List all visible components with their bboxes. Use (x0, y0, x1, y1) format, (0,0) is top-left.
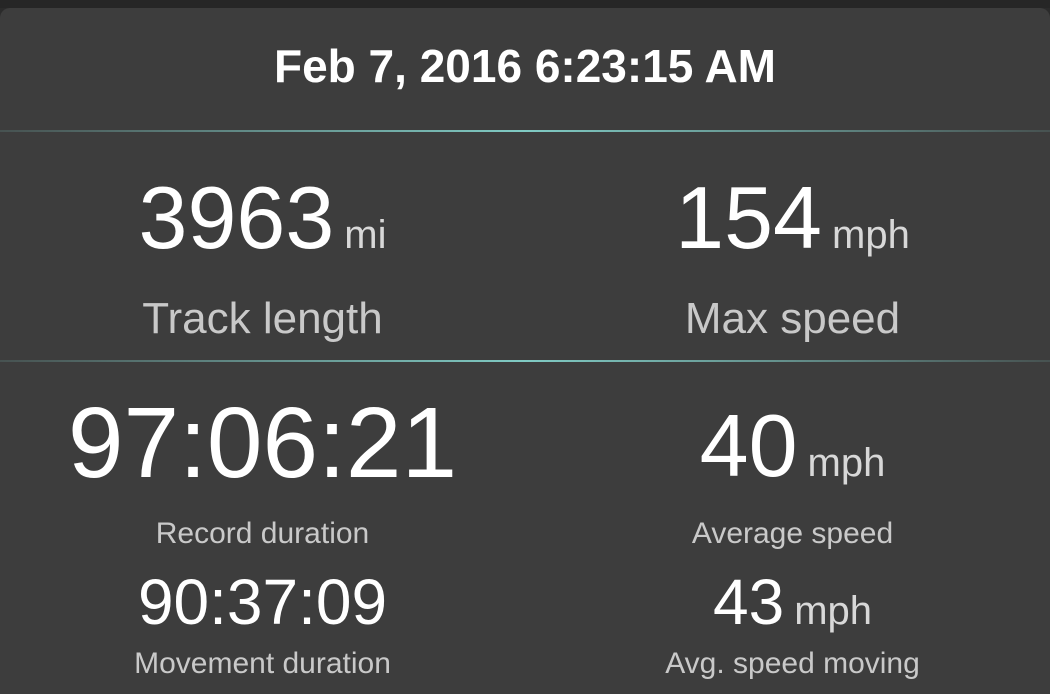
track-date-title: Feb 7, 2016 6:23:15 AM (274, 40, 776, 92)
average-speed-label: Average speed (691, 517, 894, 550)
avg-speed-moving-unit: mph (794, 589, 872, 633)
avg-speed-moving-label: Avg. speed moving (665, 647, 920, 680)
track-length-label: Track length (142, 294, 383, 343)
record-duration-stat: 97:06:21 (0, 388, 525, 498)
movement-duration-value: 90:37:09 (137, 566, 388, 638)
track-length-value: 3963 (138, 168, 335, 267)
movement-duration-stat: 90:37:09 (0, 566, 525, 638)
record-duration-label: Record duration (155, 517, 370, 550)
divider-stats (0, 360, 1050, 362)
track-length-unit: mi (344, 213, 387, 257)
average-speed-stat: 40 mph (530, 396, 1050, 513)
track-length-stat: 3963 mi (0, 168, 525, 285)
average-speed-value: 40 (699, 396, 798, 495)
divider-header (0, 130, 1050, 132)
movement-duration-label: Movement duration (134, 647, 391, 680)
max-speed-unit: mph (832, 213, 910, 257)
max-speed-value: 154 (675, 168, 822, 267)
max-speed-stat: 154 mph (530, 168, 1050, 285)
window-top-edge (0, 0, 1050, 8)
avg-speed-moving-value: 43 (713, 566, 785, 638)
average-speed-unit: mph (807, 441, 886, 485)
record-duration-value: 97:06:21 (67, 387, 458, 499)
avg-speed-moving-stat: 43 mph (530, 566, 1050, 647)
max-speed-label: Max speed (684, 294, 901, 343)
track-stats-panel (0, 8, 1050, 694)
